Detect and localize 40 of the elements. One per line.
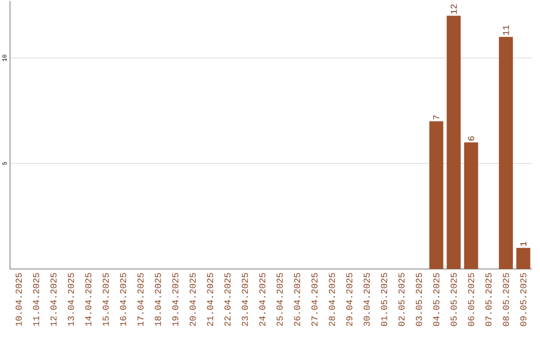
- bar: [429, 121, 444, 269]
- x-tick-label: 02.05.2025: [398, 273, 405, 326]
- x-tick-label: 15.04.2025: [102, 273, 109, 326]
- x-tick-label: 12.04.2025: [50, 273, 57, 326]
- x-tick-label: 24.04.2025: [259, 273, 266, 326]
- x-tick-label: 27.04.2025: [311, 273, 318, 326]
- x-tick-label: 13.04.2025: [68, 273, 74, 326]
- x-tick-label: 01.05.2025: [381, 273, 388, 326]
- x-tick-label: 22.04.2025: [224, 273, 231, 326]
- x-tick-label: 03.05.2025: [416, 273, 422, 326]
- x-tick-label: 28.04.2025: [328, 273, 335, 326]
- x-tick-label: 07.05.2025: [485, 273, 492, 326]
- data-label: 11: [502, 25, 509, 36]
- data-label: 7: [433, 115, 440, 120]
- x-tick-label: 08.05.2025: [502, 273, 509, 326]
- x-tick-label: 11.04.2025: [33, 273, 40, 326]
- x-tick-label: 26.04.2025: [294, 273, 300, 326]
- x-tick-label: 10.04.2025: [16, 273, 22, 326]
- x-tick-label: 19.04.2025: [172, 273, 178, 326]
- x-tick-label: 05.05.2025: [450, 273, 457, 326]
- bar: [498, 36, 513, 269]
- x-tick-label: 21.04.2025: [207, 273, 214, 326]
- bar: [446, 16, 461, 269]
- x-tick-label: 29.04.2025: [346, 273, 352, 326]
- x-tick-label: 16.04.2025: [120, 273, 126, 326]
- data-label: 12: [450, 4, 457, 14]
- x-tick-label: 18.04.2025: [154, 273, 161, 326]
- x-tick-label: 17.04.2025: [137, 273, 144, 326]
- x-tick-label: 30.04.2025: [364, 273, 370, 326]
- x-tick-label: 14.04.2025: [85, 273, 92, 326]
- x-tick-label: 06.05.2025: [468, 273, 474, 326]
- x-tick-label: 23.04.2025: [242, 273, 248, 326]
- x-tick-label: 20.04.2025: [190, 273, 196, 326]
- x-tick-label: 25.04.2025: [276, 273, 283, 326]
- x-tick-label: 09.05.2025: [520, 273, 526, 326]
- bar: [464, 142, 478, 269]
- bar: [516, 248, 530, 269]
- data-label: 6: [468, 136, 474, 141]
- data-label: 1: [520, 242, 526, 246]
- x-tick-label: 04.05.2025: [433, 273, 440, 326]
